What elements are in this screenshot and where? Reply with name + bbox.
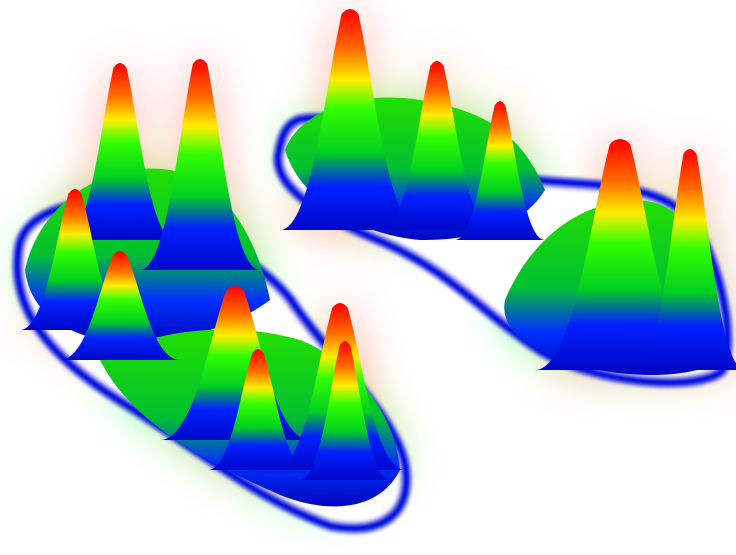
pressure-peak (60, 251, 180, 360)
pressure-peak (208, 349, 308, 470)
pressure-peak (455, 101, 545, 240)
pressure-peak (300, 341, 390, 480)
pressure-peak (635, 149, 736, 370)
pressure-peak (382, 61, 492, 230)
pressure-peak (280, 9, 420, 230)
pressure-peak (140, 59, 260, 270)
pressure-peaks (20, 9, 736, 480)
pressure-peak (65, 63, 175, 240)
